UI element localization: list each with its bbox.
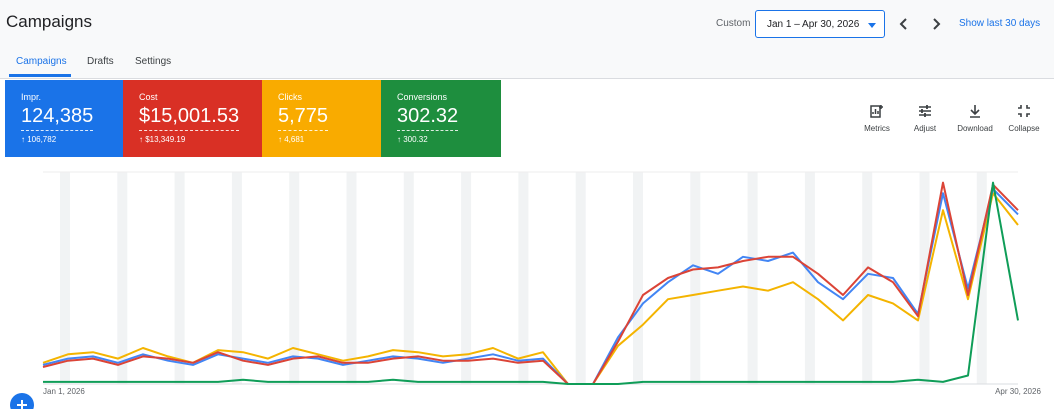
card-value: 302.32 xyxy=(397,105,459,131)
tab[interactable]: Drafts xyxy=(87,56,114,67)
weekend-band xyxy=(804,172,815,384)
tab-underline xyxy=(9,74,71,77)
tool-label: Download xyxy=(957,124,993,133)
add-icon xyxy=(17,400,27,409)
series-line xyxy=(43,181,1019,385)
x-tick-label: Jan 1, 2026 xyxy=(43,387,85,396)
x-tick-label: Apr 30, 2026 xyxy=(995,387,1041,396)
card-delta: ↑ 300.32 xyxy=(397,135,428,144)
weekend-band xyxy=(862,172,873,384)
card-value: 124,385 xyxy=(21,105,94,131)
chart: Jan 1, 2026 Apr 30, 2026 xyxy=(10,171,1041,409)
tool-metrics[interactable]: Metrics xyxy=(852,104,902,133)
tool-label: Adjust xyxy=(913,124,937,133)
weekend-band xyxy=(117,172,128,384)
weekend-band xyxy=(633,172,643,384)
card-delta: ↑ 106,782 xyxy=(21,135,57,144)
card-label: Cost xyxy=(139,92,158,102)
weekend-band xyxy=(461,172,472,384)
tool-adjust[interactable]: Adjust xyxy=(900,104,950,133)
tool-label: Metrics xyxy=(864,124,890,133)
weekend-band xyxy=(575,172,586,384)
date-range: Jan 1 – Apr 30, 2026 xyxy=(767,19,860,30)
card-delta-value: 300.32 xyxy=(403,135,428,144)
series-line xyxy=(42,188,1019,385)
series-line xyxy=(42,181,1019,385)
scorecard[interactable]: Clicks 5,775 ↑ 4,681 xyxy=(262,80,381,157)
scorecard[interactable]: Impr. 124,385 ↑ 106,782 xyxy=(5,80,123,157)
tool-download[interactable]: Download xyxy=(950,104,1000,133)
card-delta-value: 4,681 xyxy=(284,135,305,144)
weekend-band xyxy=(60,172,70,384)
card-delta-value: 106,782 xyxy=(27,135,57,144)
weekend-band xyxy=(289,172,300,384)
tab[interactable]: Campaigns xyxy=(16,56,67,67)
page-title: Campaigns xyxy=(6,12,92,31)
card-label: Impr. xyxy=(21,92,42,102)
weekend-band xyxy=(518,172,529,384)
weekend-band xyxy=(174,172,185,384)
date-arrows[interactable] xyxy=(896,16,946,32)
header-bar xyxy=(0,0,1054,79)
tool-collapse[interactable]: Collapse xyxy=(999,104,1049,133)
scorecard[interactable]: Cost $15,001.53 ↑ $13,349.19 xyxy=(123,80,262,157)
weekend-band xyxy=(976,172,987,384)
weekend-band xyxy=(403,172,414,384)
date-mode: Custom xyxy=(716,18,751,29)
card-label: Clicks xyxy=(278,92,302,102)
show-last-30[interactable]: Show last 30 days xyxy=(959,18,1041,29)
weekend-band xyxy=(231,172,242,384)
card-delta: ↑ 4,681 xyxy=(278,135,305,144)
card-value: 5,775 xyxy=(278,105,329,131)
card-value: $15,001.53 xyxy=(139,105,240,131)
weekend-band xyxy=(346,172,357,384)
weekend-band xyxy=(690,172,701,384)
date-dropdown[interactable]: Jan 1 – Apr 30, 2026 xyxy=(755,10,885,38)
card-delta: ↑ $13,349.19 xyxy=(139,135,186,144)
card-label: Conversions xyxy=(397,92,448,102)
scorecard[interactable]: Conversions 302.32 ↑ 300.32 xyxy=(381,80,501,157)
tab[interactable]: Settings xyxy=(135,56,172,67)
tool-label: Collapse xyxy=(1008,124,1040,133)
weekend-band xyxy=(747,172,758,384)
card-delta-value: $13,349.19 xyxy=(145,135,186,144)
